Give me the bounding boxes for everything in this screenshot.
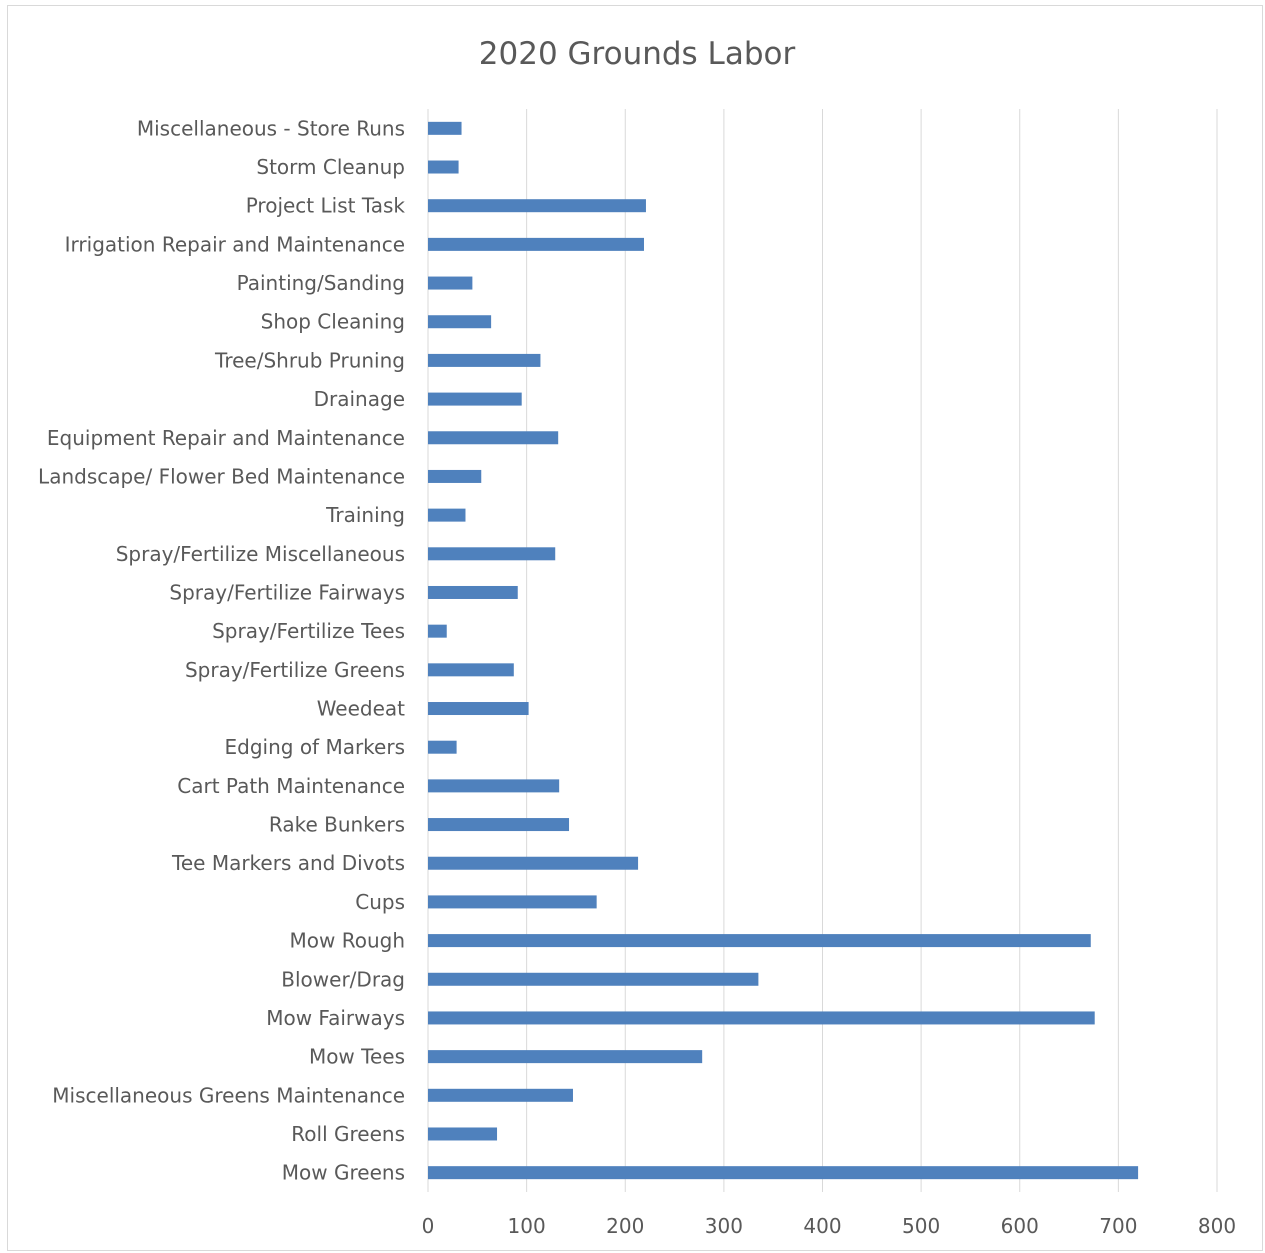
category-label: Shop Cleaning (261, 310, 405, 334)
category-label: Storm Cleanup (256, 155, 405, 179)
bar (428, 508, 466, 522)
category-label: Mow Fairways (266, 1006, 405, 1030)
category-label: Tree/Shrub Pruning (214, 348, 405, 372)
category-labels: Miscellaneous - Store Runs Storm Cleanup P… (38, 116, 405, 1184)
bar (428, 1050, 703, 1064)
bar (428, 856, 639, 870)
x-tick-label: 100 (508, 1214, 546, 1238)
bar (428, 353, 541, 367)
bar (428, 547, 556, 561)
category-label: Miscellaneous Greens Maintenance (52, 1083, 405, 1107)
category-label: Landscape/ Flower Bed Maintenance (38, 464, 405, 488)
category-label: Roll Greens (291, 1122, 405, 1146)
category-label: Weedeat (317, 697, 405, 721)
bar (428, 1166, 1139, 1180)
category-label: Edging of Markers (225, 735, 406, 759)
category-label: Blower/Drag (281, 967, 405, 991)
x-tick-label: 0 (422, 1214, 435, 1238)
bar (428, 779, 560, 793)
bar (428, 624, 447, 638)
chart-frame: 2020 Grounds Labor Miscellaneous - Store… (7, 5, 1263, 1251)
category-label: Project List Task (246, 194, 406, 218)
category-label: Drainage (314, 387, 405, 411)
x-tick-label: 600 (1001, 1214, 1039, 1238)
category-label: Spray/Fertilize Greens (185, 658, 405, 682)
x-tick-labels: 0 100 200 300 400 500 600 700 800 (422, 1214, 1236, 1238)
x-tick-label: 800 (1198, 1214, 1236, 1238)
category-label: Mow Rough (290, 929, 406, 953)
bar (428, 1127, 498, 1141)
bar (428, 121, 462, 135)
bar (428, 199, 646, 213)
bar (428, 895, 597, 909)
bar (428, 663, 514, 677)
x-tick-label: 700 (1099, 1214, 1137, 1238)
category-label: Spray/Fertilize Fairways (169, 580, 405, 604)
bar (428, 585, 518, 599)
x-tick-label: 400 (803, 1214, 841, 1238)
category-label: Training (325, 503, 405, 527)
bar (428, 1088, 573, 1102)
category-label: Cart Path Maintenance (177, 774, 405, 798)
category-label: Spray/Fertilize Miscellaneous (116, 542, 405, 566)
category-label: Miscellaneous - Store Runs (137, 116, 405, 140)
category-label: Irrigation Repair and Maintenance (65, 232, 405, 256)
bar (428, 392, 522, 406)
category-label: Mow Greens (282, 1161, 405, 1185)
category-label: Rake Bunkers (269, 813, 405, 837)
category-label: Mow Tees (309, 1045, 405, 1069)
bar (428, 315, 492, 329)
bar (428, 818, 570, 832)
bar (428, 160, 459, 174)
bar (428, 1011, 1095, 1025)
chart-title: 2020 Grounds Labor (479, 36, 796, 72)
bar (428, 276, 473, 290)
bar (428, 431, 559, 445)
bar-chart: 2020 Grounds Labor Miscellaneous - Store… (38, 36, 1236, 1238)
x-tick-label: 300 (705, 1214, 743, 1238)
bar (428, 934, 1091, 948)
bars (428, 121, 1139, 1180)
x-tick-label: 500 (902, 1214, 940, 1238)
bar (428, 469, 482, 483)
category-label: Painting/Sanding (237, 271, 405, 295)
category-label: Cups (355, 890, 405, 914)
category-label: Equipment Repair and Maintenance (47, 426, 405, 450)
bar (428, 237, 644, 251)
bar (428, 972, 759, 986)
category-label: Tee Markers and Divots (171, 851, 405, 875)
grid-lines (427, 109, 1218, 1192)
x-tick-label: 200 (606, 1214, 644, 1238)
category-label: Spray/Fertilize Tees (212, 619, 405, 643)
bar (428, 702, 529, 716)
bar (428, 740, 457, 754)
